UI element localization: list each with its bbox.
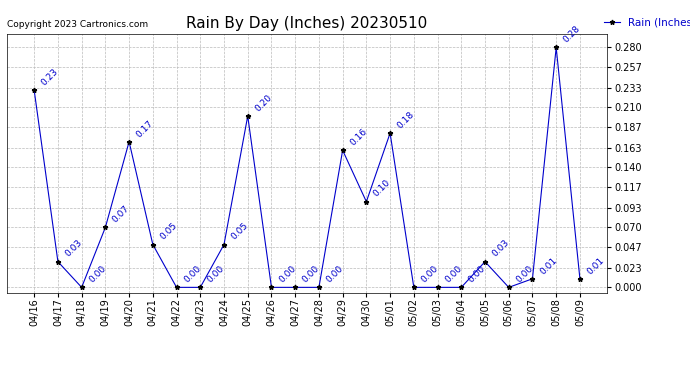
Text: 0.00: 0.00 [443, 264, 464, 285]
Text: 0.00: 0.00 [87, 264, 108, 285]
Text: 0.03: 0.03 [63, 238, 84, 259]
Text: 0.00: 0.00 [514, 264, 535, 285]
Rain (Inches) [552, 45, 560, 50]
Text: 0.17: 0.17 [135, 118, 155, 139]
Rain (Inches) [148, 242, 157, 247]
Rain (Inches) [410, 285, 418, 290]
Rain (Inches) [267, 285, 275, 290]
Text: 0.28: 0.28 [562, 24, 582, 45]
Rain (Inches) [433, 285, 442, 290]
Line: Rain (Inches): Rain (Inches) [32, 45, 582, 290]
Text: 0.03: 0.03 [491, 238, 511, 259]
Text: 0.05: 0.05 [159, 221, 179, 242]
Text: 0.00: 0.00 [301, 264, 322, 285]
Rain (Inches) [529, 276, 537, 281]
Text: 0.20: 0.20 [253, 93, 274, 113]
Text: 0.01: 0.01 [538, 255, 559, 276]
Text: 0.16: 0.16 [348, 127, 368, 147]
Text: 0.01: 0.01 [586, 255, 606, 276]
Text: 0.00: 0.00 [206, 264, 226, 285]
Rain (Inches) [315, 285, 323, 290]
Title: Rain By Day (Inches) 20230510: Rain By Day (Inches) 20230510 [186, 16, 428, 31]
Rain (Inches) [77, 285, 86, 290]
Text: 0.00: 0.00 [467, 264, 487, 285]
Rain (Inches) [196, 285, 204, 290]
Text: 0.00: 0.00 [420, 264, 440, 285]
Rain (Inches) [30, 88, 39, 93]
Legend: Rain (Inches): Rain (Inches) [600, 13, 690, 32]
Rain (Inches) [291, 285, 299, 290]
Rain (Inches) [244, 114, 252, 118]
Rain (Inches) [339, 148, 347, 153]
Text: 0.07: 0.07 [111, 204, 132, 225]
Rain (Inches) [504, 285, 513, 290]
Rain (Inches) [386, 131, 394, 135]
Text: 0.05: 0.05 [230, 221, 250, 242]
Rain (Inches) [457, 285, 466, 290]
Rain (Inches) [220, 242, 228, 247]
Rain (Inches) [481, 260, 489, 264]
Rain (Inches) [101, 225, 110, 230]
Text: 0.23: 0.23 [40, 67, 60, 87]
Text: 0.00: 0.00 [324, 264, 345, 285]
Rain (Inches) [54, 260, 62, 264]
Text: 0.10: 0.10 [372, 178, 393, 199]
Rain (Inches) [172, 285, 181, 290]
Rain (Inches) [362, 200, 371, 204]
Text: 0.00: 0.00 [182, 264, 203, 285]
Text: 0.18: 0.18 [395, 110, 416, 130]
Text: Copyright 2023 Cartronics.com: Copyright 2023 Cartronics.com [7, 20, 148, 28]
Rain (Inches) [575, 276, 584, 281]
Text: 0.00: 0.00 [277, 264, 297, 285]
Rain (Inches) [125, 140, 133, 144]
